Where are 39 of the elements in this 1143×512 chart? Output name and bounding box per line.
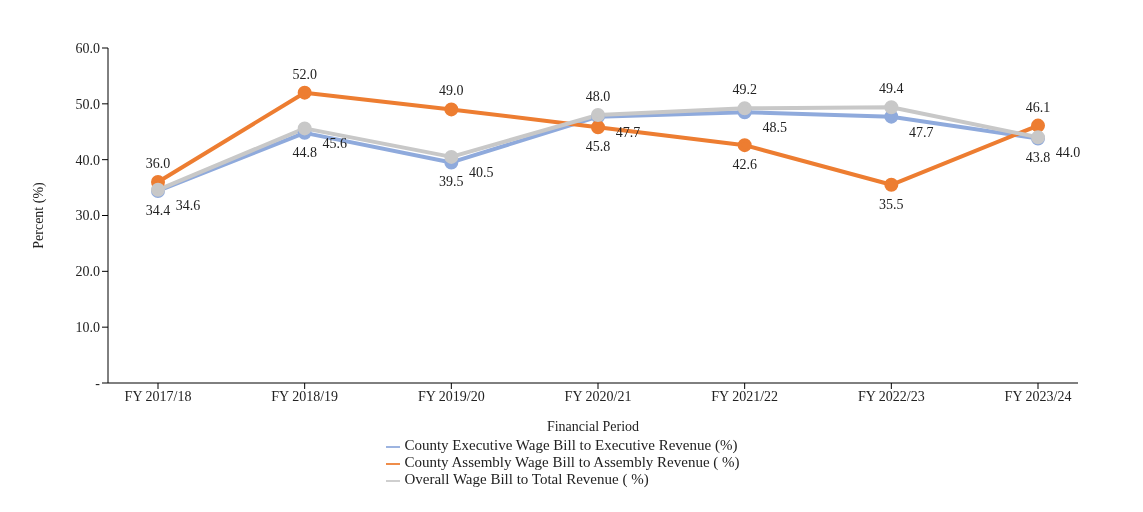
data-label: 42.6 <box>732 157 757 173</box>
y-tick-label: 20.0 <box>75 264 100 280</box>
data-label: 34.6 <box>175 197 201 213</box>
data-label: 52.0 <box>292 66 317 82</box>
data-label: 35.5 <box>879 196 904 212</box>
data-label: 48.0 <box>585 89 611 104</box>
x-tick-label: FY 2020/21 <box>564 388 632 404</box>
data-label: 44.8 <box>292 144 317 160</box>
legend-label: County Assembly Wage Bill to Assembly Revenue ( %) <box>404 454 740 470</box>
data-label: 45.8 <box>585 139 611 155</box>
y-tick-label: 30.0 <box>75 208 100 224</box>
data-label: 39.5 <box>439 174 464 190</box>
data-label: 36.0 <box>145 156 171 171</box>
data-label: 43.8 <box>1025 150 1051 166</box>
x-axis-title: Financial Period <box>546 419 640 434</box>
data-label: 34.4 <box>145 202 171 218</box>
y-tick-label: 50.0 <box>75 96 100 112</box>
data-label: 49.0 <box>439 83 464 99</box>
data-label: 44.0 <box>1055 145 1081 161</box>
y-axis-title: Percent (%) <box>30 181 47 249</box>
y-tick-label: 10.0 <box>75 320 100 336</box>
x-tick-label: FY 2021/22 <box>711 388 779 404</box>
data-label: 49.2 <box>732 82 757 98</box>
data-label: 48.5 <box>762 120 787 136</box>
data-label: 45.6 <box>322 136 347 152</box>
legend-label: Overall Wage Bill to Total Revenue ( %) <box>404 471 649 487</box>
y-tick-label: - <box>95 375 101 391</box>
data-label: 47.7 <box>909 124 934 140</box>
legend-label: County Executive Wage Bill to Executive Revenue (%) <box>404 437 738 453</box>
data-label: 46.1 <box>1025 99 1051 115</box>
y-tick-label: 40.0 <box>75 152 100 168</box>
x-tick-label: FY 2017/18 <box>124 388 192 404</box>
x-tick-label: FY 2022/23 <box>857 388 925 404</box>
x-tick-label: FY 2019/20 <box>417 388 485 404</box>
x-tick-label: FY 2023/24 <box>1004 388 1072 404</box>
data-label: 40.5 <box>469 164 494 180</box>
data-label: 49.4 <box>879 81 904 97</box>
x-tick-label: FY 2018/19 <box>271 388 339 404</box>
y-tick-label: 60.0 <box>75 40 100 56</box>
